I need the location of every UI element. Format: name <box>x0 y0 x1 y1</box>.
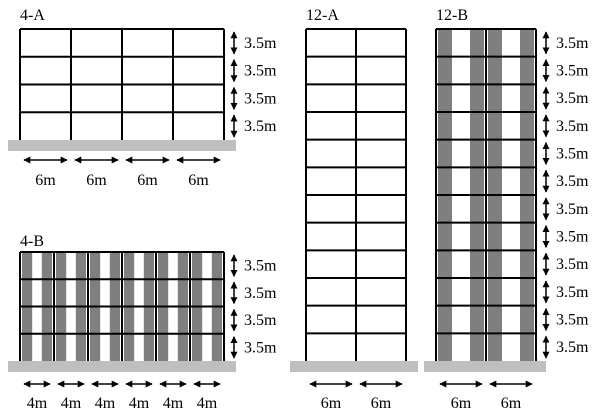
story-dimension-label: 3.5m <box>556 284 589 301</box>
ground-slab <box>8 140 236 151</box>
story-dimension-label: 3.5m <box>556 256 589 273</box>
story-dimension-label: 3.5m <box>556 63 589 80</box>
story-dimension-label: 3.5m <box>244 339 277 356</box>
bay-dimension-label: 4m <box>95 395 116 412</box>
ground-slab <box>8 361 236 372</box>
story-dimension-label: 3.5m <box>556 229 589 246</box>
story-dimension-label: 3.5m <box>556 35 589 52</box>
frame-title-12-B: 12-B <box>436 7 468 24</box>
frame-title-12-A: 12-A <box>306 7 339 24</box>
bay-dimension-label: 6m <box>188 172 209 189</box>
frame-title-4-A: 4-A <box>20 7 45 24</box>
bay-dimension-label: 4m <box>163 395 184 412</box>
bay-dimension-label: 6m <box>321 395 342 412</box>
bay-dimension-label: 6m <box>137 172 158 189</box>
ground-slab <box>290 361 418 372</box>
bay-dimension-label: 4m <box>197 395 218 412</box>
bay-dimension-label: 4m <box>27 395 48 412</box>
story-dimension-label: 3.5m <box>244 258 277 275</box>
bay-dimension-label: 4m <box>129 395 150 412</box>
bay-dimension-label: 6m <box>86 172 107 189</box>
bay-dimension-label: 6m <box>371 395 392 412</box>
story-dimension-label: 3.5m <box>244 35 277 52</box>
story-dimension-label: 3.5m <box>244 90 277 107</box>
bay-dimension-label: 6m <box>451 395 472 412</box>
bay-dimension-label: 4m <box>61 395 82 412</box>
story-dimension-label: 3.5m <box>244 118 277 135</box>
frame-4-A: 4-A 6m 6m 6m 6m 3.5m 3.5m 3.5m 3.5m <box>8 7 277 189</box>
story-dimension-label: 3.5m <box>244 63 277 80</box>
story-dimension-label: 3.5m <box>556 146 589 163</box>
story-dimension-label: 3.5m <box>244 285 277 302</box>
frame-12-B: 12-B 6m 6m 3.5m 3.5m 3.5m 3.5m 3.5m 3.5m 3.5m 3.5… <box>424 7 589 412</box>
story-dimension-label: 3.5m <box>556 90 589 107</box>
frame-4-B: 4-B 4m 4m 4m 4m 4m 4m 3.5m 3.5m 3.5m 3.5m <box>8 233 277 412</box>
story-dimension-label: 3.5m <box>556 339 589 356</box>
frame-title-4-B: 4-B <box>20 233 44 250</box>
frame-12-A: 12-A 6m 6m <box>290 7 418 412</box>
story-dimension-label: 3.5m <box>556 173 589 190</box>
ground-slab <box>424 361 546 372</box>
story-dimension-label: 3.5m <box>244 312 277 329</box>
bay-dimension-label: 6m <box>501 395 522 412</box>
story-dimension-label: 3.5m <box>556 201 589 218</box>
story-dimension-label: 3.5m <box>556 312 589 329</box>
story-dimension-label: 3.5m <box>556 118 589 135</box>
bay-dimension-label: 6m <box>35 172 56 189</box>
